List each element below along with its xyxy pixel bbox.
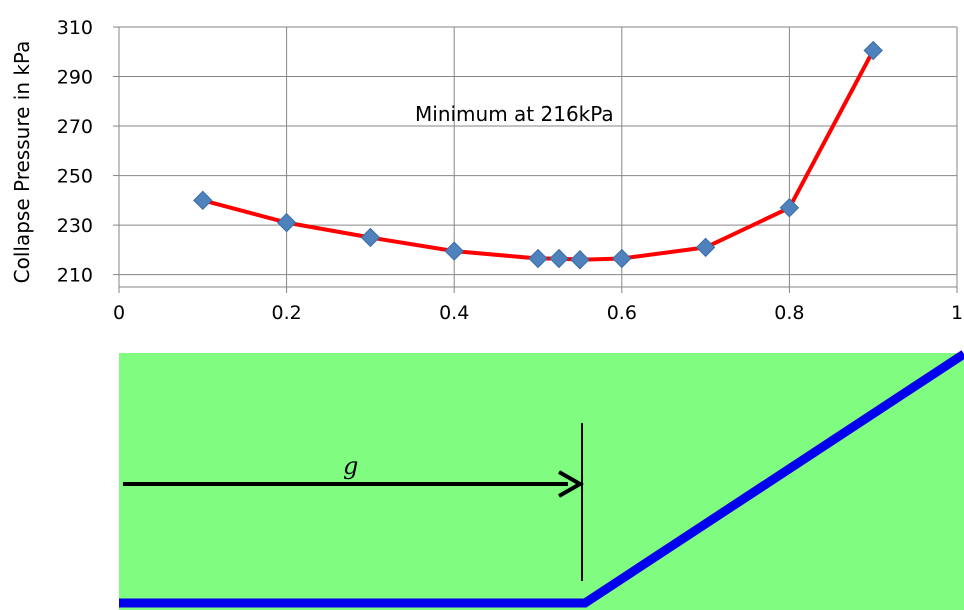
diagram-background bbox=[119, 353, 964, 610]
data-point bbox=[549, 248, 569, 269]
data-point bbox=[570, 250, 590, 270]
data-point bbox=[528, 248, 548, 269]
gap-label: g bbox=[343, 452, 358, 480]
data-point bbox=[360, 227, 381, 248]
x-tick-label: 0.6 bbox=[607, 302, 637, 324]
profile-line bbox=[119, 350, 964, 608]
series-line bbox=[202, 49, 875, 262]
x-tick-label: 0 bbox=[113, 302, 125, 324]
chart-axes bbox=[113, 26, 958, 293]
gap-diagram: g bbox=[119, 350, 964, 610]
minimum-annotation: Minimum at 216kPa bbox=[415, 102, 614, 126]
x-tick-labels: 0 0.2 0.4 0.6 0.8 1 bbox=[113, 302, 963, 324]
data-point bbox=[695, 237, 716, 258]
data-point bbox=[863, 40, 883, 61]
collapse-pressure-chart: 210 230 250 270 290 310 0 0.2 0.4 0.6 0.8 1 Minimu… bbox=[10, 17, 963, 324]
y-axis-label: Collapse Pressure in kPa bbox=[10, 41, 34, 284]
x-tick-label: 0.4 bbox=[439, 302, 469, 324]
data-point bbox=[779, 198, 800, 218]
y-tick-label: 230 bbox=[57, 215, 93, 237]
y-tick-label: 250 bbox=[57, 166, 93, 188]
x-tick-label: 0.2 bbox=[271, 302, 301, 324]
y-tick-label: 210 bbox=[57, 265, 93, 287]
y-tick-labels: 210 230 250 270 290 310 bbox=[57, 17, 93, 287]
data-point bbox=[444, 241, 464, 261]
series-markers bbox=[193, 40, 883, 270]
y-tick-label: 310 bbox=[57, 17, 93, 39]
y-tick-label: 290 bbox=[57, 67, 93, 89]
gap-arrow-head bbox=[558, 470, 585, 498]
x-tick-label: 0.8 bbox=[774, 302, 804, 324]
y-tick-label: 270 bbox=[57, 116, 93, 138]
data-point bbox=[193, 190, 213, 211]
data-point bbox=[612, 248, 632, 269]
data-point bbox=[276, 212, 297, 233]
x-tick-label: 1 bbox=[951, 302, 963, 324]
chart-grid bbox=[119, 26, 958, 287]
